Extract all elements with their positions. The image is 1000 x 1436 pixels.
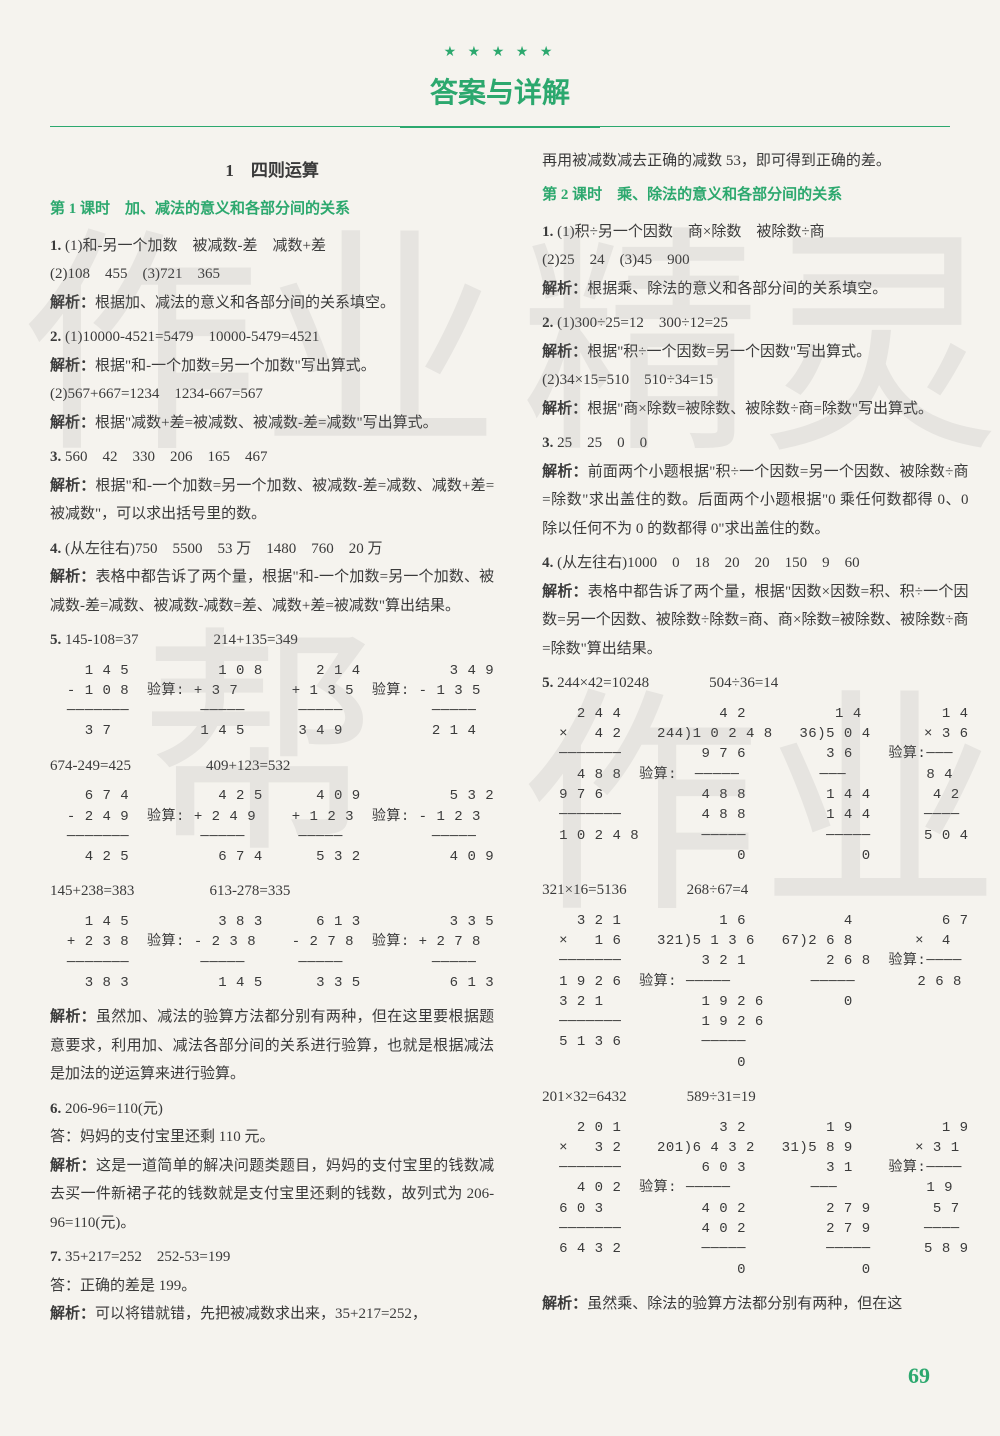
- calculation-block: 1 4 5 3 8 3 6 1 3 3 3 5 + 2 3 8 验算: - 2 …: [58, 912, 494, 993]
- page-title: 答案与详解: [400, 67, 600, 128]
- q-num: 2.: [542, 315, 553, 331]
- question-3: 3. 560 42 330 206 165 467 解析：根据"和-一个加数=另…: [50, 443, 494, 529]
- analysis-label: 解析：: [542, 401, 587, 417]
- analysis-label: 解析：: [542, 281, 587, 297]
- analysis-label: 解析：: [542, 1296, 587, 1312]
- analysis-text: 根据"商×除数=被除数、被除数÷商=除数"写出算式。: [587, 401, 933, 417]
- analysis-text: 虽然加、减法的验算方法都分别有两种，但在这里要根据题意要求，利用加、减法各部分间…: [50, 1009, 494, 1082]
- question-2: 2. (1)300÷25=12 300÷12=25 解析：根据"积÷一个因数=另…: [542, 309, 968, 423]
- analysis-label: 解析：: [50, 358, 95, 374]
- calc-header: 409+123=532: [206, 758, 290, 774]
- q-num: 1.: [50, 238, 61, 254]
- q-num: 5.: [50, 632, 61, 648]
- question-2: 2. (1)10000-4521=5479 10000-5479=4521 解析…: [50, 323, 494, 437]
- question-4: 4. (从左往右)750 5500 53 万 1480 760 20 万 解析：…: [50, 535, 494, 621]
- star-decoration: ★ ★ ★ ★ ★: [50, 40, 950, 67]
- q-text: 35+217=252 252-53=199: [65, 1249, 230, 1265]
- q-num: 5.: [542, 675, 553, 691]
- lesson-title: 第 1 课时 加、减法的意义和各部分间的关系: [50, 195, 494, 224]
- analysis-text: 根据"和-一个加数=另一个加数"写出算式。: [95, 358, 376, 374]
- lesson-title: 第 2 课时 乘、除法的意义和各部分间的关系: [542, 181, 968, 210]
- question-5: 5. 145-108=37 214+135=349 1 4 5 1 0 8 2 …: [50, 626, 494, 1089]
- continuation-text: 再用被减数减去正确的减数 53，即可得到正确的差。: [542, 147, 968, 176]
- question-1: 1. (1)和-另一个加数 被减数-差 减数+差 (2)108 455 (3)7…: [50, 232, 494, 318]
- analysis-text: 根据"和-一个加数=另一个加数、被减数-差=减数、减数+差=被减数"，可以求出括…: [50, 478, 494, 523]
- right-column: 再用被减数减去正确的减数 53，即可得到正确的差。 第 2 课时 乘、除法的意义…: [542, 147, 968, 1335]
- calc-header: 504÷36=14: [709, 675, 778, 691]
- calc-header: 674-249=425: [50, 758, 131, 774]
- q-num: 3.: [542, 435, 553, 451]
- calculation-block: 3 2 1 1 6 4 6 7 × 1 6 321)5 1 3 6 67)2 6…: [550, 911, 968, 1073]
- content-columns: 1 四则运算 第 1 课时 加、减法的意义和各部分间的关系 1. (1)和-另一…: [50, 147, 950, 1335]
- calc-header: 589÷31=19: [687, 1089, 756, 1105]
- calculation-block: 2 4 4 4 2 1 4 1 4 × 4 2 244)1 0 2 4 8 36…: [550, 704, 968, 866]
- q-num: 4.: [50, 541, 61, 557]
- q-text: (2)108 455 (3)721 365: [50, 266, 220, 282]
- q-num: 2.: [50, 329, 61, 345]
- analysis-label: 解析：: [50, 415, 95, 431]
- q-text: (1)积÷另一个因数 商×除数 被除数÷商: [557, 224, 824, 240]
- q-text: 560 42 330 206 165 467: [65, 449, 268, 465]
- analysis-text: 前面两个小题根据"积÷一个因数=另一个因数、被除数÷商=除数"求出盖住的数。后面…: [542, 464, 968, 537]
- q-text: 25 25 0 0: [557, 435, 647, 451]
- analysis-label: 解析：: [50, 1009, 96, 1025]
- q-num: 6.: [50, 1101, 61, 1117]
- analysis-text: 表格中都告诉了两个量，根据"因数×因数=积、积÷一个因数=另一个因数、被除数÷除…: [542, 584, 968, 657]
- analysis-label: 解析：: [542, 344, 587, 360]
- analysis-label: 解析：: [50, 295, 95, 311]
- q-num: 4.: [542, 555, 553, 571]
- analysis-text: 可以将错就错，先把被减数求出来，35+217=252，: [95, 1306, 427, 1322]
- analysis-text: 根据"减数+差=被减数、被减数-差=减数"写出算式。: [95, 415, 438, 431]
- question-7: 7. 35+217=252 252-53=199 答：正确的差是 199。 解析…: [50, 1243, 494, 1329]
- page-number: 69: [50, 1355, 950, 1397]
- analysis-label: 解析：: [50, 1158, 96, 1174]
- calc-header: 268÷67=4: [687, 882, 749, 898]
- q-text: (1)和-另一个加数 被减数-差 减数+差: [65, 238, 326, 254]
- q-text: (2)567+667=1234 1234-667=567: [50, 386, 263, 402]
- analysis-text: 根据"积÷一个因数=另一个因数"写出算式。: [587, 344, 871, 360]
- q-text: (2)25 24 (3)45 900: [542, 252, 689, 268]
- q-num: 1.: [542, 224, 553, 240]
- q-text: (从左往右)1000 0 18 20 20 150 9 60: [557, 555, 860, 571]
- calc-header: 214+135=349: [213, 632, 297, 648]
- q-text: (从左往右)750 5500 53 万 1480 760 20 万: [65, 541, 383, 557]
- page-header: ★ ★ ★ ★ ★ 答案与详解: [50, 40, 950, 127]
- analysis-label: 解析：: [542, 584, 588, 600]
- analysis-text: 根据加、减法的意义和各部分间的关系填空。: [95, 295, 395, 311]
- answer-text: 答：正确的差是 199。: [50, 1278, 196, 1294]
- calculation-block: 6 7 4 4 2 5 4 0 9 5 3 2 - 2 4 9 验算: + 2 …: [58, 786, 494, 867]
- question-4: 4. (从左往右)1000 0 18 20 20 150 9 60 解析：表格中…: [542, 549, 968, 663]
- calc-header: 613-278=335: [209, 883, 290, 899]
- q-text: (1)300÷25=12 300÷12=25: [557, 315, 728, 331]
- question-1: 1. (1)积÷另一个因数 商×除数 被除数÷商 (2)25 24 (3)45 …: [542, 218, 968, 304]
- analysis-label: 解析：: [50, 1306, 95, 1322]
- calc-header: 145+238=383: [50, 883, 134, 899]
- analysis-label: 解析：: [50, 569, 95, 585]
- calc-header: 145-108=37: [65, 632, 138, 648]
- analysis-text: 根据乘、除法的意义和各部分间的关系填空。: [587, 281, 887, 297]
- analysis-label: 解析：: [542, 464, 588, 480]
- question-6: 6. 206-96=110(元) 答：妈妈的支付宝里还剩 110 元。 解析：这…: [50, 1095, 494, 1238]
- left-column: 1 四则运算 第 1 课时 加、减法的意义和各部分间的关系 1. (1)和-另一…: [50, 147, 494, 1335]
- section-title: 1 四则运算: [50, 155, 494, 187]
- calc-header: 201×32=6432: [542, 1089, 626, 1105]
- analysis-text: 表格中都告诉了两个量，根据"和-一个加数=另一个加数、被减数-差=减数、被减数-…: [50, 569, 494, 614]
- q-text: (2)34×15=510 510÷34=15: [542, 372, 713, 388]
- analysis-text: 这是一道简单的解决问题类题目，妈妈的支付宝里的钱数减去买一件新裙子花的钱数就是支…: [50, 1158, 494, 1231]
- question-5: 5. 244×42=10248 504÷36=14 2 4 4 4 2 1 4 …: [542, 669, 968, 1318]
- analysis-text: 虽然乘、除法的验算方法都分别有两种，但在这: [587, 1296, 902, 1312]
- calculation-block: 2 0 1 3 2 1 9 1 9 × 3 2 201)6 4 3 2 31)5…: [550, 1118, 968, 1280]
- calculation-block: 1 4 5 1 0 8 2 1 4 3 4 9 - 1 0 8 验算: + 3 …: [58, 661, 494, 742]
- question-3: 3. 25 25 0 0 解析：前面两个小题根据"积÷一个因数=另一个因数、被除…: [542, 429, 968, 543]
- q-text: 206-96=110(元): [65, 1101, 163, 1117]
- q-text: (1)10000-4521=5479 10000-5479=4521: [65, 329, 319, 345]
- answer-text: 答：妈妈的支付宝里还剩 110 元。: [50, 1129, 274, 1145]
- analysis-label: 解析：: [50, 478, 95, 494]
- calc-header: 244×42=10248: [557, 675, 649, 691]
- calc-header: 321×16=5136: [542, 882, 626, 898]
- q-num: 7.: [50, 1249, 61, 1265]
- q-num: 3.: [50, 449, 61, 465]
